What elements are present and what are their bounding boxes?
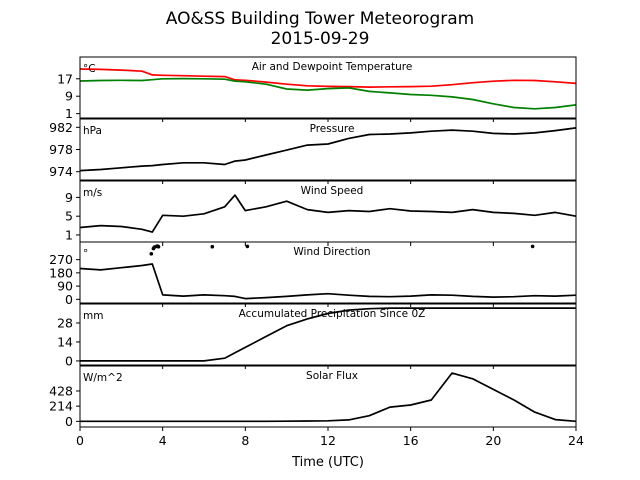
panel-3-ytick-label-2: 180 [49, 265, 73, 280]
panel-0-title: Air and Dewpoint Temperature [252, 61, 413, 73]
panel-1-series-0 [79, 127, 577, 172]
panel-0-unit: °C [83, 63, 96, 75]
panel-5-ytick-label-0: 0 [65, 414, 73, 429]
panel-3-series-0 [79, 263, 577, 300]
panel-4-ytick-label-2: 28 [57, 315, 73, 330]
panel-2-ytick-label-0: 1 [65, 227, 73, 242]
x-tick-label-4: 16 [403, 433, 419, 448]
panel-3-title: Wind Direction [293, 246, 370, 258]
panel-0-ytick-label-0: 1 [65, 106, 73, 121]
panels-group: 1 9 17 Air and Dewpoint Temperature °C 974 978… [49, 56, 584, 448]
panel-4-ytick-label-1: 14 [57, 334, 73, 349]
x-tick-label-3: 12 [320, 433, 336, 448]
panel-3-point-8 [530, 244, 535, 249]
panel-3-point-5 [156, 244, 161, 249]
panel-2-series-0 [79, 194, 577, 233]
panel-0-series-1 [79, 77, 577, 110]
panel-5-ytick-label-1: 214 [49, 399, 73, 414]
x-axis-label: Time (UTC) [291, 455, 364, 470]
panel-5-unit: W/m^2 [83, 372, 123, 384]
panel-4-title: Accumulated Precipitation Since 0Z [239, 308, 426, 320]
panel-2-ytick-label-1: 5 [65, 209, 73, 224]
panel-2-title: Wind Speed [301, 185, 364, 197]
chart-subtitle: 2015-09-29 [271, 29, 370, 49]
panel-3-unit: ° [83, 248, 88, 260]
panel-1-unit: hPa [83, 125, 102, 137]
panel-4-series-0 [80, 307, 576, 362]
panel-3-ytick-label-1: 90 [57, 279, 73, 294]
panel-3-point-7 [245, 244, 250, 249]
panel-1-ytick-label-2: 982 [49, 120, 73, 135]
panel-3-point-6 [210, 244, 215, 249]
panel-2-ytick-label-2: 9 [65, 190, 73, 205]
x-tick-label-6: 24 [568, 433, 584, 448]
panel-4-unit: mm [83, 310, 103, 322]
x-tick-label-0: 0 [76, 433, 84, 448]
panel-1-title: Pressure [310, 123, 355, 135]
panel-0-ytick-label-1: 9 [65, 89, 73, 104]
panel-4-ytick-label-0: 0 [65, 353, 73, 368]
panel-3-ytick-label-3: 270 [49, 252, 73, 267]
panel-1-ytick-label-0: 974 [49, 164, 73, 179]
x-tick-label-5: 20 [485, 433, 501, 448]
panel-0-ytick-label-2: 17 [57, 71, 73, 86]
panel-5-series-0 [80, 372, 577, 423]
panel-1-ytick-label-1: 978 [49, 142, 73, 157]
panel-5-ytick-label-2: 428 [49, 383, 73, 398]
panel-2-unit: m/s [83, 187, 102, 199]
chart-title: AO&SS Building Tower Meteorogram [166, 9, 474, 29]
panel-5-title: Solar Flux [306, 370, 358, 382]
panel-3-point-0 [149, 252, 154, 256]
x-tick-label-1: 4 [159, 433, 167, 448]
panel-0-series-0 [79, 68, 577, 88]
x-tick-label-2: 8 [241, 433, 249, 448]
panel-3-ytick-label-0: 0 [65, 292, 73, 307]
